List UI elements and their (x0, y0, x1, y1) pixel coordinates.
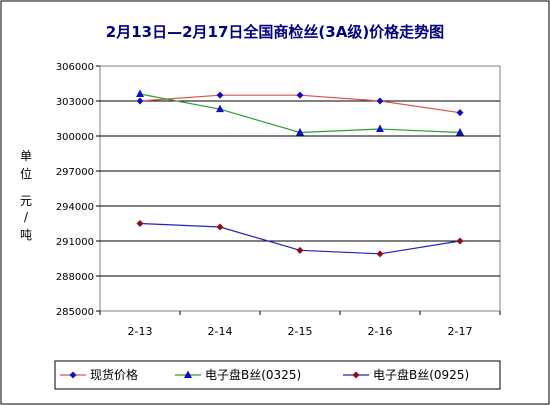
y-tick-label: 300000 (56, 132, 94, 143)
data-point (296, 91, 304, 99)
legend (54, 360, 501, 390)
y-tick-label: 285000 (56, 307, 94, 318)
plot-area (99, 65, 501, 312)
legend-entry: 电子盘B丝(0925) (343, 367, 469, 382)
series-lines (136, 89, 464, 258)
y-tick-label: 288000 (56, 272, 94, 283)
data-point (136, 97, 144, 105)
data-point (216, 104, 224, 113)
y-tick-label: 297000 (56, 167, 94, 178)
data-point (376, 124, 384, 132)
data-point (136, 89, 144, 97)
data-point (456, 237, 464, 245)
y-unit-char: 位 (20, 166, 32, 181)
legend-label: 电子盘B丝(0325) (205, 367, 301, 382)
data-point (456, 128, 464, 136)
y-tick-label: 294000 (56, 202, 94, 213)
x-tick-label: 2-14 (208, 325, 233, 338)
y-unit-char: / (24, 210, 29, 224)
y-axis-unit-label: 单位元 / 吨 (20, 149, 32, 242)
data-point (296, 246, 304, 254)
y-tick-label: 291000 (56, 237, 94, 248)
legend-label: 电子盘B丝(0925) (373, 367, 469, 382)
series-1 (136, 91, 464, 117)
legend-marker (69, 371, 77, 379)
data-point (216, 223, 224, 231)
y-tick-label: 303000 (56, 97, 94, 108)
legend-entry: 电子盘B丝(0325) (175, 367, 301, 382)
y-tick-label: 306000 (56, 62, 94, 73)
series-3 (136, 220, 464, 258)
grid-lines (100, 100, 500, 277)
y-axis-ticks: 285000 288000 291000 294000 297000 300000 3030… (56, 62, 100, 318)
data-point (216, 91, 224, 99)
data-point (136, 220, 144, 227)
legend-entries: 现货价格 电子盘B丝(0325) 电子盘B丝(0925) (60, 367, 469, 382)
y-unit-char: 元 (20, 194, 32, 208)
legend-entry: 现货价格 (60, 367, 138, 382)
legend-marker (352, 371, 360, 379)
data-point (296, 128, 304, 136)
x-tick-label: 2-16 (368, 325, 393, 338)
y-unit-char: 吨 (20, 228, 32, 242)
data-point (456, 109, 464, 117)
x-tick-label: 2-13 (128, 325, 153, 338)
x-axis-ticks: 2-13 2-14 2-15 2-16 2-17 (99, 311, 501, 338)
x-tick-label: 2-17 (448, 325, 473, 338)
chart-title: 2月13日—2月17日全国商检丝(3A级)价格走势图 (106, 23, 444, 41)
data-point (376, 250, 384, 258)
data-point (376, 97, 384, 105)
y-unit-char: 单 (20, 149, 32, 163)
legend-label: 现货价格 (90, 367, 138, 382)
legend-marker (184, 370, 192, 378)
x-tick-label: 2-15 (288, 325, 313, 338)
series-2 (136, 89, 464, 136)
